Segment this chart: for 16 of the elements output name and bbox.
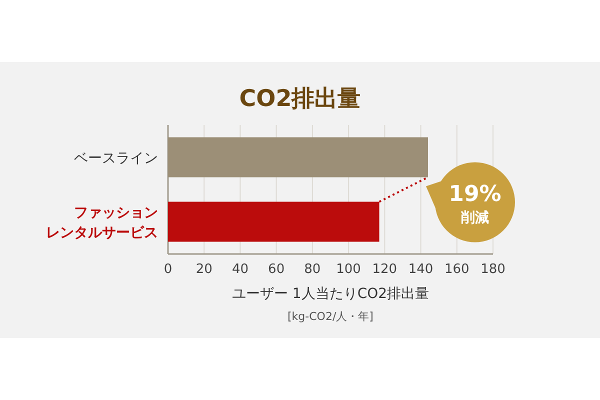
x-tick-label: 20 [196, 262, 212, 277]
x-tick-label: 60 [268, 262, 285, 277]
y-tick-label: ファッションレンタルサービス [46, 204, 158, 241]
x-tick-label: 160 [444, 262, 470, 277]
y-tick-label: ベースライン [74, 150, 158, 166]
x-tick-label: 80 [304, 262, 321, 277]
x-tick-label: 120 [372, 262, 398, 277]
x-tick-label: 180 [480, 262, 506, 277]
text: [kg-CO2/人・年] [288, 310, 374, 323]
x-tick-label: 100 [336, 262, 361, 277]
x-axis-title: ユーザー 1人当たりCO2排出量 [232, 286, 430, 302]
chart-title: CO2排出量 [239, 86, 361, 112]
annotation: 19% 削減 [448, 182, 502, 226]
x-tick-label: 40 [232, 262, 248, 277]
x-tick-label: 0 [164, 262, 172, 277]
x-tick-label: 140 [408, 262, 434, 277]
